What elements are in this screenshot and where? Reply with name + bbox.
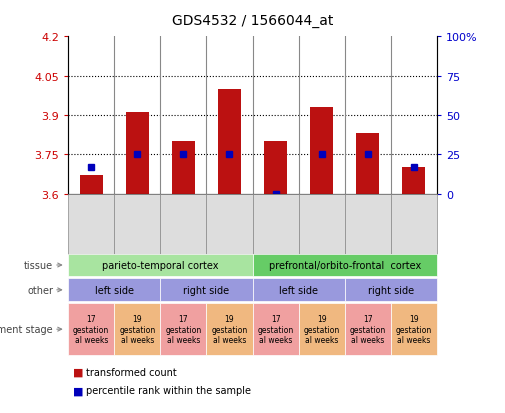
Text: prefrontal/orbito-frontal  cortex: prefrontal/orbito-frontal cortex <box>269 260 421 271</box>
Text: other: other <box>27 285 53 295</box>
Text: tissue: tissue <box>24 260 53 271</box>
Text: 19
gestation
al weeks: 19 gestation al weeks <box>119 315 156 344</box>
Text: parieto-temporal cortex: parieto-temporal cortex <box>102 260 219 271</box>
Text: development stage: development stage <box>0 324 53 335</box>
Bar <box>172 142 195 194</box>
Bar <box>80 176 103 194</box>
Text: ■: ■ <box>73 385 84 395</box>
Bar <box>356 134 379 194</box>
Text: 19
gestation
al weeks: 19 gestation al weeks <box>395 315 432 344</box>
Text: 17
gestation
al weeks: 17 gestation al weeks <box>165 315 201 344</box>
Text: 17
gestation
al weeks: 17 gestation al weeks <box>349 315 386 344</box>
Text: ■: ■ <box>73 367 84 377</box>
Text: 19
gestation
al weeks: 19 gestation al weeks <box>304 315 340 344</box>
Text: right side: right side <box>183 285 229 295</box>
Bar <box>264 142 287 194</box>
Text: left side: left side <box>95 285 134 295</box>
Bar <box>402 168 425 194</box>
Text: GDS4532 / 1566044_at: GDS4532 / 1566044_at <box>172 14 333 28</box>
Bar <box>126 113 149 194</box>
Text: right side: right side <box>368 285 414 295</box>
Bar <box>218 90 241 194</box>
Text: 17
gestation
al weeks: 17 gestation al weeks <box>73 315 110 344</box>
Text: 19
gestation
al weeks: 19 gestation al weeks <box>211 315 247 344</box>
Text: left side: left side <box>279 285 318 295</box>
Text: 17
gestation
al weeks: 17 gestation al weeks <box>258 315 294 344</box>
Text: transformed count: transformed count <box>86 367 177 377</box>
Bar <box>310 108 333 194</box>
Text: percentile rank within the sample: percentile rank within the sample <box>86 385 251 395</box>
